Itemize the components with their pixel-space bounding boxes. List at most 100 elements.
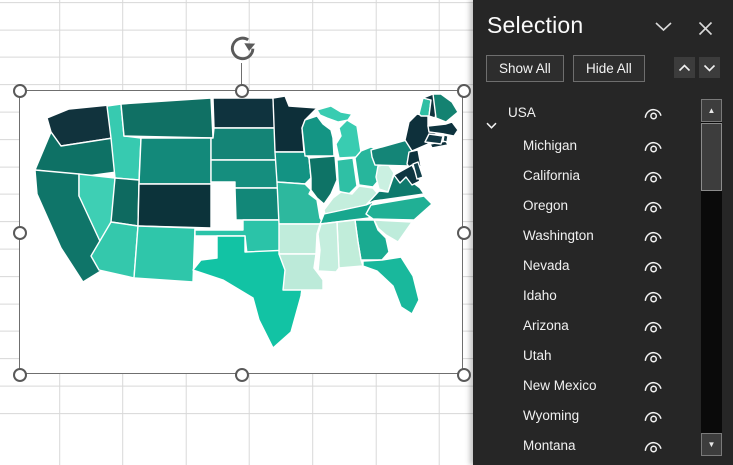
item-label: Wyoming	[523, 408, 580, 423]
item-label: Montana	[523, 438, 576, 453]
state-maryland[interactable]	[393, 164, 421, 186]
item-label: Idaho	[523, 288, 557, 303]
scrollbar-thumb[interactable]	[701, 123, 722, 191]
resize-handle-mid-left[interactable]	[13, 226, 27, 240]
state-delaware[interactable]	[412, 161, 424, 180]
resize-handle-top-center[interactable]	[235, 84, 249, 98]
map-chart-object[interactable]	[13, 36, 471, 382]
eye-icon	[644, 381, 662, 393]
selection-pane-item-new-mexico[interactable]: New Mexico	[473, 371, 701, 401]
eye-icon	[644, 291, 662, 303]
visibility-toggle[interactable]	[641, 228, 663, 245]
item-label: USA	[508, 105, 536, 120]
eye-icon	[644, 261, 662, 273]
visibility-toggle[interactable]	[641, 378, 663, 395]
item-label: Michigan	[523, 138, 578, 153]
bring-forward-button[interactable]	[674, 57, 695, 78]
state-indiana[interactable]	[336, 157, 358, 196]
hide-all-button[interactable]: Hide All	[573, 55, 645, 82]
state-michigan[interactable]	[335, 119, 362, 159]
eye-icon	[644, 321, 662, 333]
state-north-carolina[interactable]	[365, 195, 433, 221]
state-arkansas[interactable]	[278, 223, 321, 255]
item-label: California	[523, 168, 581, 183]
chevron-down-icon[interactable]	[654, 21, 673, 32]
state-nebraska[interactable]	[210, 159, 286, 189]
state-florida[interactable]	[362, 256, 420, 315]
visibility-toggle[interactable]	[641, 258, 663, 275]
send-backward-button[interactable]	[699, 57, 720, 78]
selection-pane-item-wyoming[interactable]: Wyoming	[473, 401, 701, 431]
state-michigan[interactable]	[316, 105, 353, 123]
state-connecticut[interactable]	[424, 133, 444, 145]
visibility-toggle[interactable]	[641, 408, 663, 425]
state-maine[interactable]	[432, 94, 459, 123]
selection-pane-item-utah[interactable]: Utah	[473, 341, 701, 371]
scrollbar[interactable]: ▲ ▼	[701, 99, 722, 456]
resize-handle-top-right[interactable]	[457, 84, 471, 98]
state-wyoming[interactable]	[138, 137, 212, 185]
usa-map	[34, 94, 459, 349]
item-label: Oregon	[523, 198, 569, 213]
state-utah[interactable]	[110, 177, 140, 227]
resize-handle-bottom-right[interactable]	[457, 368, 471, 382]
visibility-toggle[interactable]	[641, 348, 663, 365]
rotate-handle-icon[interactable]	[227, 34, 256, 63]
visibility-toggle[interactable]	[641, 288, 663, 305]
chevron-down-icon	[486, 122, 497, 129]
eye-icon	[644, 411, 662, 423]
selection-pane-item-oregon[interactable]: Oregon	[473, 191, 701, 221]
visibility-toggle[interactable]	[641, 168, 663, 185]
visibility-toggle[interactable]	[641, 138, 663, 155]
chevron-down-icon	[703, 64, 716, 72]
item-label: Utah	[523, 348, 552, 363]
state-texas[interactable]	[192, 235, 306, 349]
eye-icon	[644, 351, 662, 363]
resize-handle-bottom-left[interactable]	[13, 368, 27, 382]
show-all-button[interactable]: Show All	[486, 55, 564, 82]
state-colorado[interactable]	[137, 183, 212, 229]
item-label: Arizona	[523, 318, 569, 333]
scrollbar-up-button[interactable]: ▲	[701, 99, 722, 122]
state-arizona[interactable]	[90, 221, 139, 279]
selection-pane: Selection Show All Hide All USA Michigan C…	[473, 0, 733, 465]
state-north-dakota[interactable]	[212, 97, 276, 129]
rotate-handle-stem	[241, 63, 242, 91]
eye-icon	[644, 231, 662, 243]
state-mississippi[interactable]	[317, 221, 340, 273]
close-icon[interactable]	[698, 21, 713, 36]
eye-icon	[644, 108, 662, 120]
scrollbar-down-button[interactable]: ▼	[701, 433, 722, 456]
selection-pane-item-usa[interactable]: USA	[473, 98, 701, 129]
item-label: Nevada	[523, 258, 570, 273]
expand-collapse-icon[interactable]	[486, 110, 497, 140]
selection-pane-item-michigan[interactable]: Michigan	[473, 131, 701, 161]
state-montana[interactable]	[120, 97, 214, 139]
eye-icon	[644, 171, 662, 183]
selection-pane-item-washington[interactable]: Washington	[473, 221, 701, 251]
visibility-toggle[interactable]	[641, 438, 663, 455]
eye-icon	[644, 441, 662, 453]
resize-handle-mid-right[interactable]	[457, 226, 471, 240]
state-louisiana[interactable]	[278, 253, 324, 291]
item-label: Washington	[523, 228, 594, 243]
pane-title: Selection	[487, 12, 584, 38]
eye-icon	[644, 141, 662, 153]
visibility-toggle[interactable]	[641, 198, 663, 215]
visibility-toggle[interactable]	[641, 318, 663, 335]
selection-pane-item-montana[interactable]: Montana	[473, 431, 701, 461]
state-wisconsin[interactable]	[301, 115, 335, 157]
selection-pane-item-nevada[interactable]: Nevada	[473, 251, 701, 281]
state-massachusetts[interactable]	[427, 121, 459, 137]
selection-pane-item-idaho[interactable]: Idaho	[473, 281, 701, 311]
state-rhode-island[interactable]	[442, 134, 449, 143]
state-new-mexico[interactable]	[133, 225, 196, 283]
state-illinois[interactable]	[308, 155, 338, 205]
resize-handle-top-left[interactable]	[13, 84, 27, 98]
selection-pane-item-arizona[interactable]: Arizona	[473, 311, 701, 341]
resize-handle-bottom-center[interactable]	[235, 368, 249, 382]
state-south-dakota[interactable]	[210, 127, 278, 161]
state-iowa[interactable]	[274, 151, 312, 185]
selection-pane-item-california[interactable]: California	[473, 161, 701, 191]
visibility-toggle[interactable]	[641, 105, 663, 122]
